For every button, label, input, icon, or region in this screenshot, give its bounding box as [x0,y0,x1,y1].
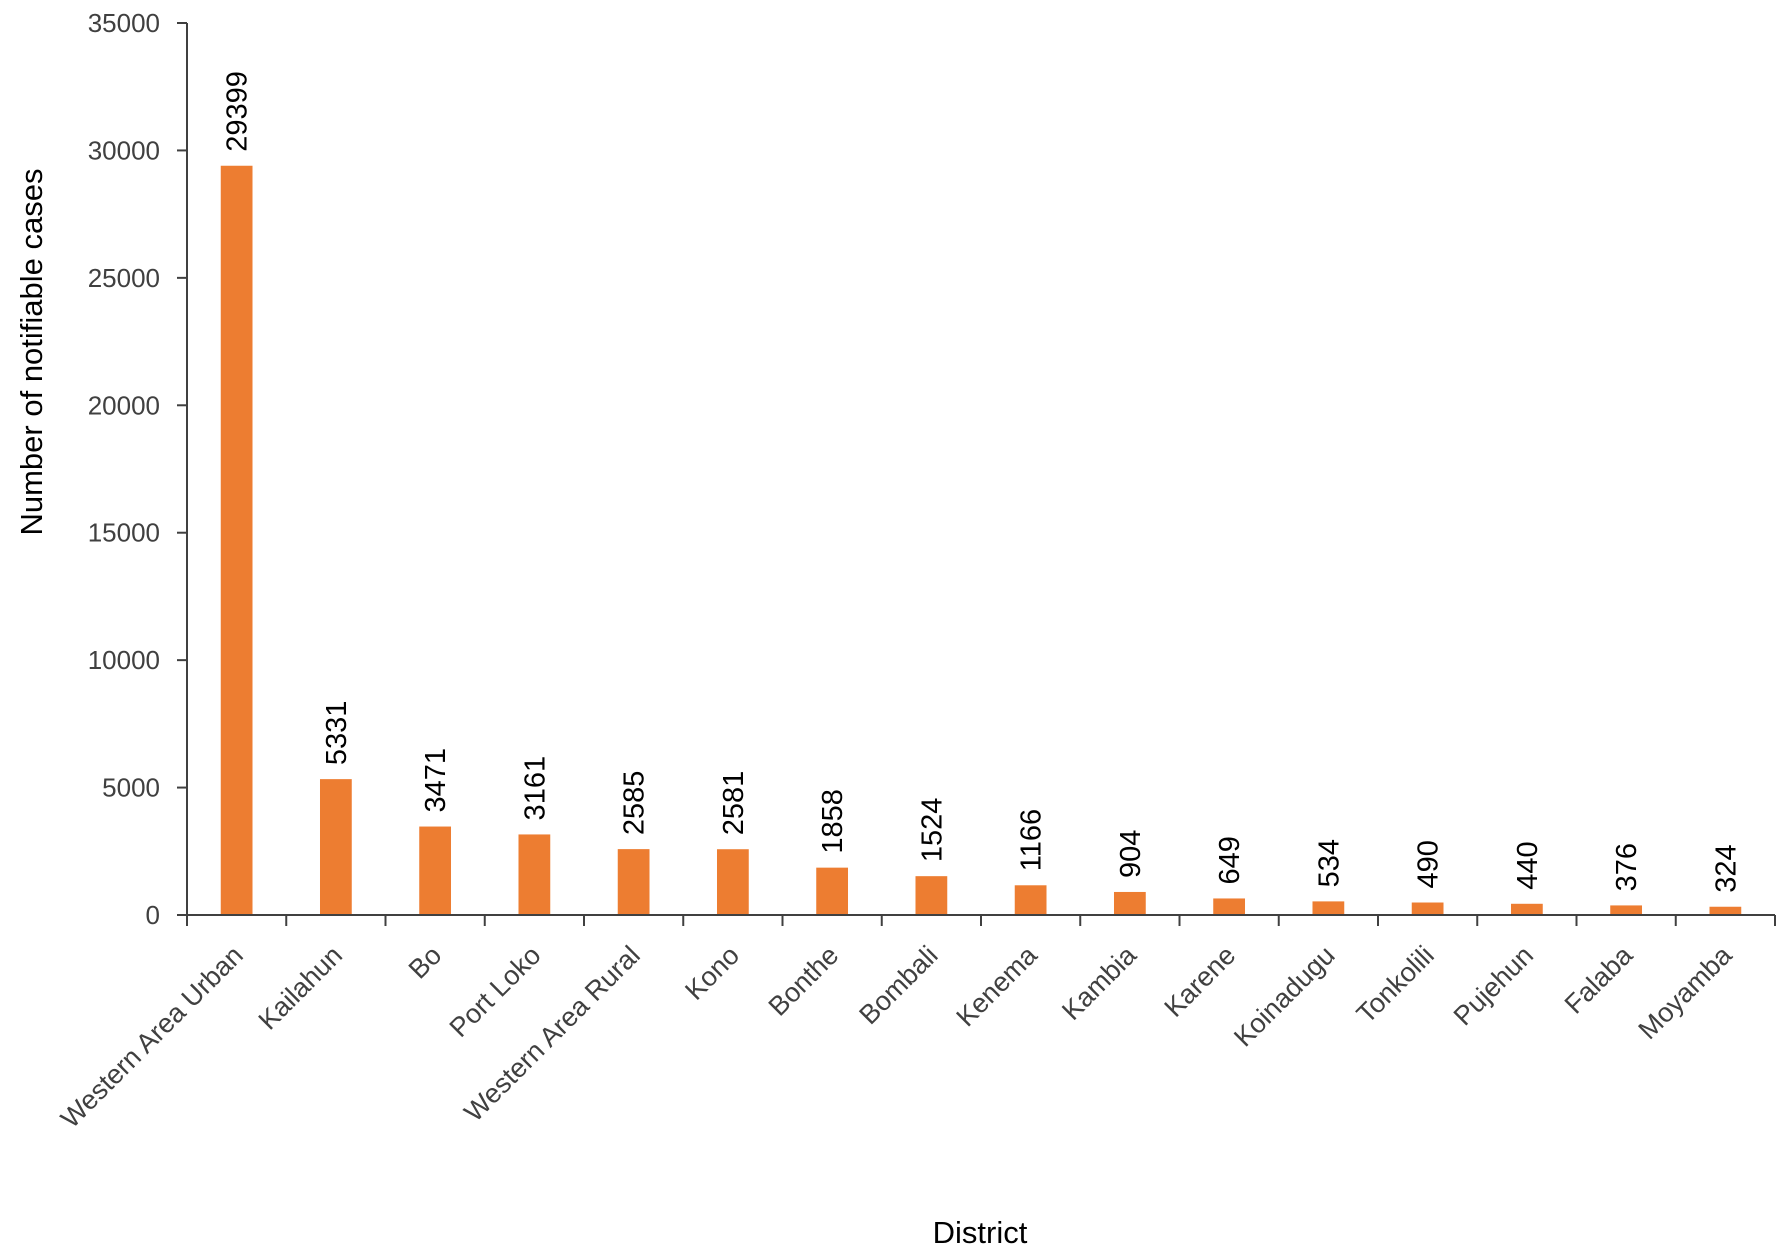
y-tick-group: 0 5000 10000 15000 20000 25000 30000 35000 [88,8,187,930]
bar [1411,902,1444,915]
data-label-group: 29399 5331 3471 3161 2585 2581 1858 1524 1166 904… [222,71,1743,893]
x-tick-group [186,915,1776,926]
data-label: 5331 [321,701,353,766]
bar [617,849,650,915]
category-label: Western Area Rural [458,940,645,1127]
data-label: 649 [1214,836,1246,884]
y-axis: 0 5000 10000 15000 20000 25000 30000 35000 [88,8,188,930]
bar [1213,898,1246,915]
y-tick-label: 30000 [88,135,160,165]
category-label: Kono [679,940,745,1006]
category-label: Kailahun [253,940,349,1036]
bar [220,165,253,915]
bar [716,849,749,915]
y-tick-label: 15000 [88,518,160,548]
category-label: Moyamba [1633,939,1739,1045]
data-label: 2581 [718,771,750,836]
y-tick-label: 20000 [88,390,160,420]
category-label: Bombali [853,940,943,1030]
x-axis-title: District [933,1215,1028,1250]
bar [1510,903,1543,915]
bar [1610,905,1643,915]
category-label: Pujehun [1448,940,1539,1031]
data-label: 440 [1512,841,1544,889]
data-label: 490 [1413,840,1445,888]
data-label: 534 [1313,839,1345,887]
data-label: 3161 [519,756,551,821]
data-label: 1166 [1016,809,1048,871]
data-label: 904 [1115,830,1147,878]
bar [518,834,551,915]
bar-group [220,165,1742,915]
y-tick-label: 5000 [102,773,160,803]
category-label: Tonkolili [1351,940,1440,1029]
data-label: 324 [1710,844,1742,892]
y-axis-title: Number of notifiable cases [14,168,49,535]
bar [1709,906,1742,915]
data-label: 376 [1611,843,1643,891]
bar [1312,901,1345,915]
data-label: 29399 [222,71,254,152]
category-label: Karene [1159,940,1242,1023]
bar [1113,891,1146,915]
data-label: 1524 [916,798,948,863]
bar [915,876,948,915]
y-tick-label: 35000 [88,8,160,38]
category-label: Kambia [1056,939,1143,1026]
data-label: 2585 [619,771,651,836]
category-label: Bonthe [763,940,845,1022]
bar [419,826,452,915]
bar [816,867,849,915]
bar [319,779,352,915]
category-label: Falaba [1559,939,1639,1019]
y-tick-label: 25000 [88,263,160,293]
category-label: Kenema [951,939,1044,1032]
category-label: Koinadugu [1228,940,1341,1053]
category-label: Western Area Urban [55,940,249,1134]
y-tick-label: 0 [146,900,160,930]
data-label: 1858 [817,789,849,854]
y-tick-label: 10000 [88,645,160,675]
data-label: 3471 [420,748,452,813]
category-label: Port Loko [444,940,547,1043]
bar [1014,885,1047,915]
category-label: Bo [403,940,448,985]
